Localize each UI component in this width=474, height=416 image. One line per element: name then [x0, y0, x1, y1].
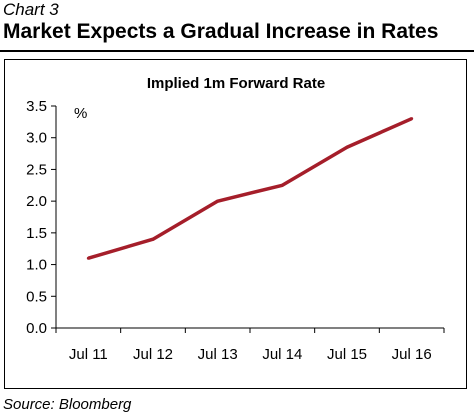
inner-chart-title: Implied 1m Forward Rate	[147, 75, 325, 92]
data-point	[86, 256, 90, 260]
chart-frame	[4, 59, 467, 389]
x-tick-label: Jul 13	[198, 346, 238, 363]
x-tick-label: Jul 12	[133, 346, 173, 363]
chart-number: Chart 3	[3, 0, 59, 19]
y-tick-label: 3.5	[26, 98, 47, 115]
y-tick-label: 3.0	[26, 130, 47, 147]
series-line	[87, 117, 413, 260]
y-tick-label: 1.5	[26, 225, 47, 242]
y-tick-label: 2.5	[26, 161, 47, 178]
title-rule	[0, 50, 474, 52]
data-point	[151, 237, 155, 241]
y-tick-label: 2.0	[26, 193, 47, 210]
y-axis-unit: %	[74, 105, 87, 122]
y-tick-label: 0.0	[26, 320, 47, 337]
y-tick-label: 1.0	[26, 257, 47, 274]
data-point	[216, 199, 220, 203]
x-tick-label: Jul 11	[69, 346, 108, 363]
axes: 0.0 0.5 1.0 1.5 2.0 2.5 3.0 3.5 Jul 11 Jul 12 Jul …	[26, 98, 445, 363]
x-tick-label: Jul 15	[327, 346, 367, 363]
x-tick-label: Jul 16	[392, 346, 432, 363]
data-point	[410, 117, 414, 121]
x-tick-label: Jul 14	[262, 346, 302, 363]
source-note: Source: Bloomberg	[3, 396, 132, 413]
chart-title: Market Expects a Gradual Increase in Rat…	[3, 20, 439, 43]
y-tick-label: 0.5	[26, 288, 47, 305]
series-marks	[86, 117, 414, 260]
data-point	[280, 183, 284, 187]
data-point	[345, 145, 349, 149]
